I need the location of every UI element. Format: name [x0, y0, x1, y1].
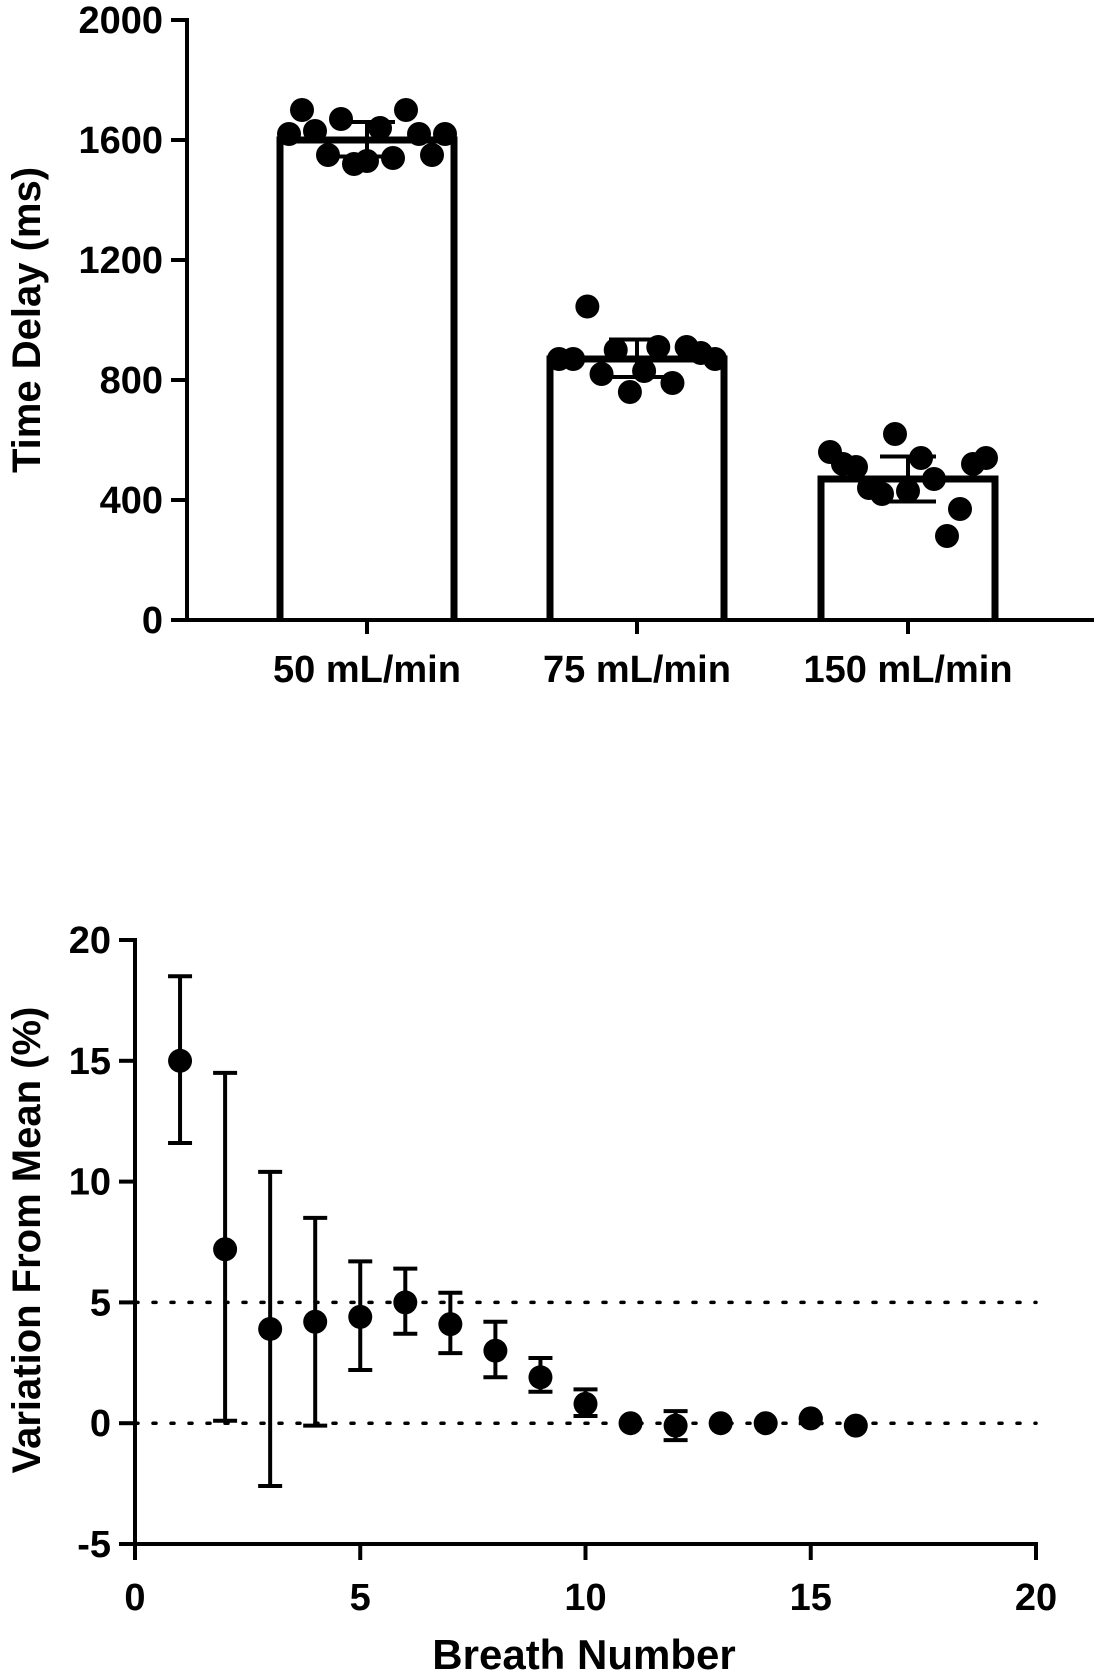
y-axis-label: Time Delay (ms): [5, 167, 49, 473]
data-point: [316, 143, 340, 167]
data-point: [290, 98, 314, 122]
data-point: [420, 143, 444, 167]
x-tick-label: 75 mL/min: [543, 649, 731, 691]
data-point: [646, 335, 671, 359]
data-point: [277, 122, 301, 146]
data-point: [213, 1237, 238, 1262]
x-tick-label: 20: [1015, 1577, 1057, 1619]
data-point: [368, 116, 392, 140]
variation-scatter-chart: -5 0 5 10 15 20 0 5 10 15 20 Variation From Mean …: [5, 920, 1057, 1678]
data-point: [355, 149, 379, 173]
y-tick-label: 400: [100, 480, 163, 522]
reference-lines: [133, 1300, 1038, 1425]
x-tick-label: 15: [790, 1577, 832, 1619]
data-point: [438, 1312, 463, 1337]
error-bars: [168, 974, 823, 1489]
data-point: [393, 1290, 418, 1315]
data-point: [618, 1411, 643, 1436]
data-point: [603, 338, 628, 362]
data-point: [974, 446, 998, 470]
error-bars: [339, 120, 936, 504]
data-point: [329, 107, 353, 131]
axes: [119, 938, 1038, 1560]
x-tick-label: 10: [564, 1577, 606, 1619]
time-delay-bar-chart: 0 400 800 1200 1600 2000 50 mL/min 75 mL/min 15…: [5, 0, 1094, 691]
data-point: [575, 294, 600, 319]
x-tick-label: 5: [350, 1577, 371, 1619]
bar: [276, 136, 458, 620]
axes: [171, 18, 1094, 634]
data-point: [433, 122, 457, 146]
data-point: [663, 1413, 688, 1438]
data-point: [909, 446, 933, 470]
data-point: [708, 1411, 733, 1436]
y-tick-label: 2000: [78, 0, 163, 42]
data-point: [168, 1048, 193, 1073]
data-point: [258, 1316, 283, 1341]
y-tick-label: 800: [100, 360, 163, 402]
data-point: [483, 1338, 508, 1363]
y-tick-label: 15: [69, 1041, 111, 1083]
data-point: [753, 1411, 778, 1436]
data-point: [843, 1413, 868, 1438]
y-tick-label: 1200: [78, 240, 163, 282]
data-point: [407, 122, 431, 146]
y-tick-label: 5: [90, 1282, 111, 1324]
x-axis-label: Breath Number: [432, 1631, 735, 1678]
x-tick-label: 0: [124, 1577, 145, 1619]
data-point: [703, 347, 727, 371]
data-point: [381, 146, 405, 170]
data-point: [922, 467, 946, 491]
data-point: [589, 362, 614, 386]
x-tick-label: 50 mL/min: [273, 649, 461, 691]
data-points: [168, 1048, 868, 1438]
data-point: [528, 1365, 553, 1390]
data-point: [844, 455, 868, 479]
y-tick-labels: -5 0 5 10 15 20: [69, 920, 111, 1566]
data-point: [798, 1406, 823, 1431]
y-tick-label: 10: [69, 1162, 111, 1204]
y-tick-label: 0: [142, 600, 163, 642]
data-point: [896, 479, 920, 503]
data-point: [935, 524, 959, 548]
y-tick-labels: 0 400 800 1200 1600 2000: [78, 0, 163, 642]
data-point: [561, 347, 586, 371]
y-tick-label: 1600: [78, 120, 163, 162]
data-point: [617, 380, 642, 404]
x-tick-labels: 0 5 10 15 20: [124, 1577, 1057, 1619]
x-tick-label: 150 mL/min: [803, 649, 1012, 691]
data-point: [303, 119, 327, 143]
data-point: [303, 1309, 328, 1334]
y-axis-label: Variation From Mean (%): [5, 1007, 49, 1474]
y-tick-label: 20: [69, 920, 111, 962]
data-point: [883, 422, 907, 446]
data-point: [870, 482, 894, 506]
data-points: [277, 98, 998, 548]
data-point: [632, 359, 657, 383]
data-point: [394, 98, 418, 122]
y-tick-label: -5: [77, 1524, 111, 1566]
data-point: [660, 371, 685, 395]
data-point: [573, 1391, 598, 1416]
data-point: [348, 1304, 373, 1329]
x-tick-labels: 50 mL/min 75 mL/min 150 mL/min: [273, 649, 1013, 691]
data-point: [948, 497, 972, 521]
y-tick-label: 0: [90, 1403, 111, 1445]
